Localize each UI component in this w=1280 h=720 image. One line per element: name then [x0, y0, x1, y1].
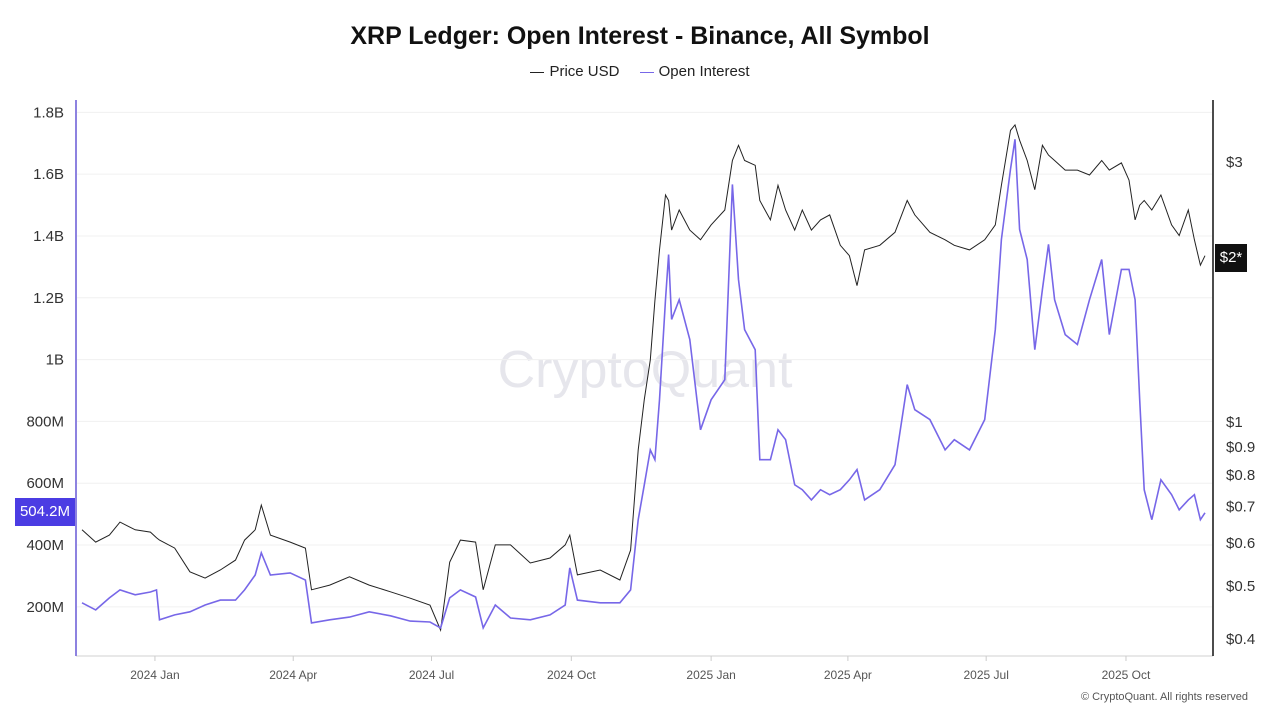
right-axis-tick-label: $0.6: [1226, 535, 1255, 552]
legend-item-open-interest[interactable]: Open Interest: [639, 63, 750, 80]
watermark-logo: CryptoQuant: [497, 341, 793, 399]
right-axis-tick-label: $0.5: [1226, 578, 1255, 595]
current-open-interest-badge: 504.2M: [15, 498, 75, 526]
legend: Price USD Open Interest: [0, 63, 1280, 80]
legend-label-open-interest: Open Interest: [658, 63, 750, 80]
left-axis-tick-label: 1B: [46, 352, 64, 369]
right-axis-tick-label: $1: [1226, 414, 1243, 431]
x-axis-tick-label: 2025 Jan: [686, 668, 735, 682]
x-axis-tick-label: 2025 Apr: [824, 668, 872, 682]
x-axis-tick-label: 2024 Oct: [547, 668, 596, 682]
left-axis-tick-label: 1.8B: [33, 104, 64, 121]
left-axis-tick-label: 1.6B: [33, 166, 64, 183]
series-line-open-interest: [81, 139, 1206, 631]
right-axis-tick-label: $0.8: [1226, 467, 1255, 484]
right-axis-tick-label: $3: [1226, 154, 1243, 171]
left-axis-tick-label: 1.2B: [33, 290, 64, 307]
left-axis-tick-label: 600M: [26, 475, 64, 492]
legend-swatch-price: [530, 71, 545, 73]
legend-item-price[interactable]: Price USD: [530, 63, 619, 80]
current-price-badge: $2*: [1215, 244, 1247, 273]
right-axis-tick-label: $0.4: [1226, 631, 1255, 648]
x-axis-tick-label: 2025 Jul: [963, 668, 1008, 682]
left-axis-tick-label: 200M: [26, 599, 64, 616]
series-line-price-usd: [81, 123, 1206, 632]
right-axis-tick-label: $0.9: [1226, 439, 1255, 456]
x-axis-tick-label: 2025 Oct: [1102, 668, 1151, 682]
left-axis-tick-label: 1.4B: [33, 228, 64, 245]
legend-swatch-open-interest: [639, 71, 654, 73]
x-axis-tick-label: 2024 Apr: [269, 668, 317, 682]
legend-label-price: Price USD: [549, 63, 620, 80]
left-axis-tick-label: 400M: [26, 537, 64, 554]
x-axis-tick-label: 2024 Jan: [130, 668, 179, 682]
chart-title: XRP Ledger: Open Interest - Binance, All…: [350, 22, 930, 50]
gridlines: [77, 111, 1212, 608]
copyright-notice: © CryptoQuant. All rights reserved: [1080, 691, 1248, 703]
right-axis-tick-label: $0.7: [1226, 498, 1255, 515]
left-axis-tick-label: 800M: [26, 413, 64, 430]
x-axis-tick-label: 2024 Jul: [409, 668, 454, 682]
